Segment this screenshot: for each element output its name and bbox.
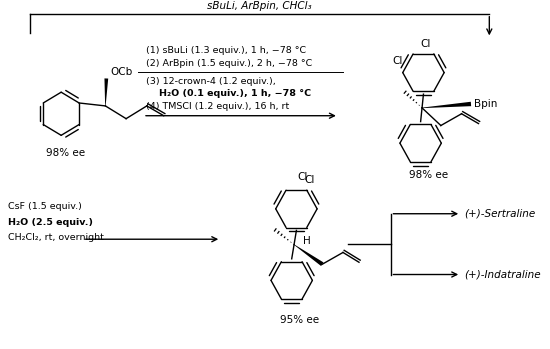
Text: Cl: Cl [298,172,308,182]
Text: Cl: Cl [420,39,431,49]
Text: H: H [302,236,310,246]
Text: (4) TMSCl (1.2 equiv.), 16 h, rt: (4) TMSCl (1.2 equiv.), 16 h, rt [146,102,289,111]
Text: 95% ee: 95% ee [280,315,319,325]
Text: Cl: Cl [304,175,314,185]
Text: H₂O (0.1 equiv.), 1 h, −78 °C: H₂O (0.1 equiv.), 1 h, −78 °C [159,89,311,98]
Text: CH₂Cl₂, rt, overnight: CH₂Cl₂, rt, overnight [8,233,103,242]
Text: (+)-Indatraline: (+)-Indatraline [464,269,541,280]
Polygon shape [422,102,471,108]
Text: OCb: OCb [110,67,133,77]
Polygon shape [294,244,323,266]
Text: H₂O (2.5 equiv.): H₂O (2.5 equiv.) [8,218,92,227]
Text: (1) sBuLi (1.3 equiv.), 1 h, −78 °C: (1) sBuLi (1.3 equiv.), 1 h, −78 °C [146,46,306,55]
Text: Cl: Cl [392,56,403,66]
Text: (2) ArBpin (1.5 equiv.), 2 h, −78 °C: (2) ArBpin (1.5 equiv.), 2 h, −78 °C [146,59,312,68]
Text: (+)-Sertraline: (+)-Sertraline [464,209,535,219]
Text: sBuLi, ArBpin, CHCl₃: sBuLi, ArBpin, CHCl₃ [207,1,312,11]
Polygon shape [104,79,108,106]
Text: 98% ee: 98% ee [409,170,448,180]
Text: 98% ee: 98% ee [46,148,85,158]
Text: (3) 12-crown-4 (1.2 equiv.),: (3) 12-crown-4 (1.2 equiv.), [146,76,276,86]
Text: CsF (1.5 equiv.): CsF (1.5 equiv.) [8,202,81,211]
Text: Bpin: Bpin [474,99,497,109]
